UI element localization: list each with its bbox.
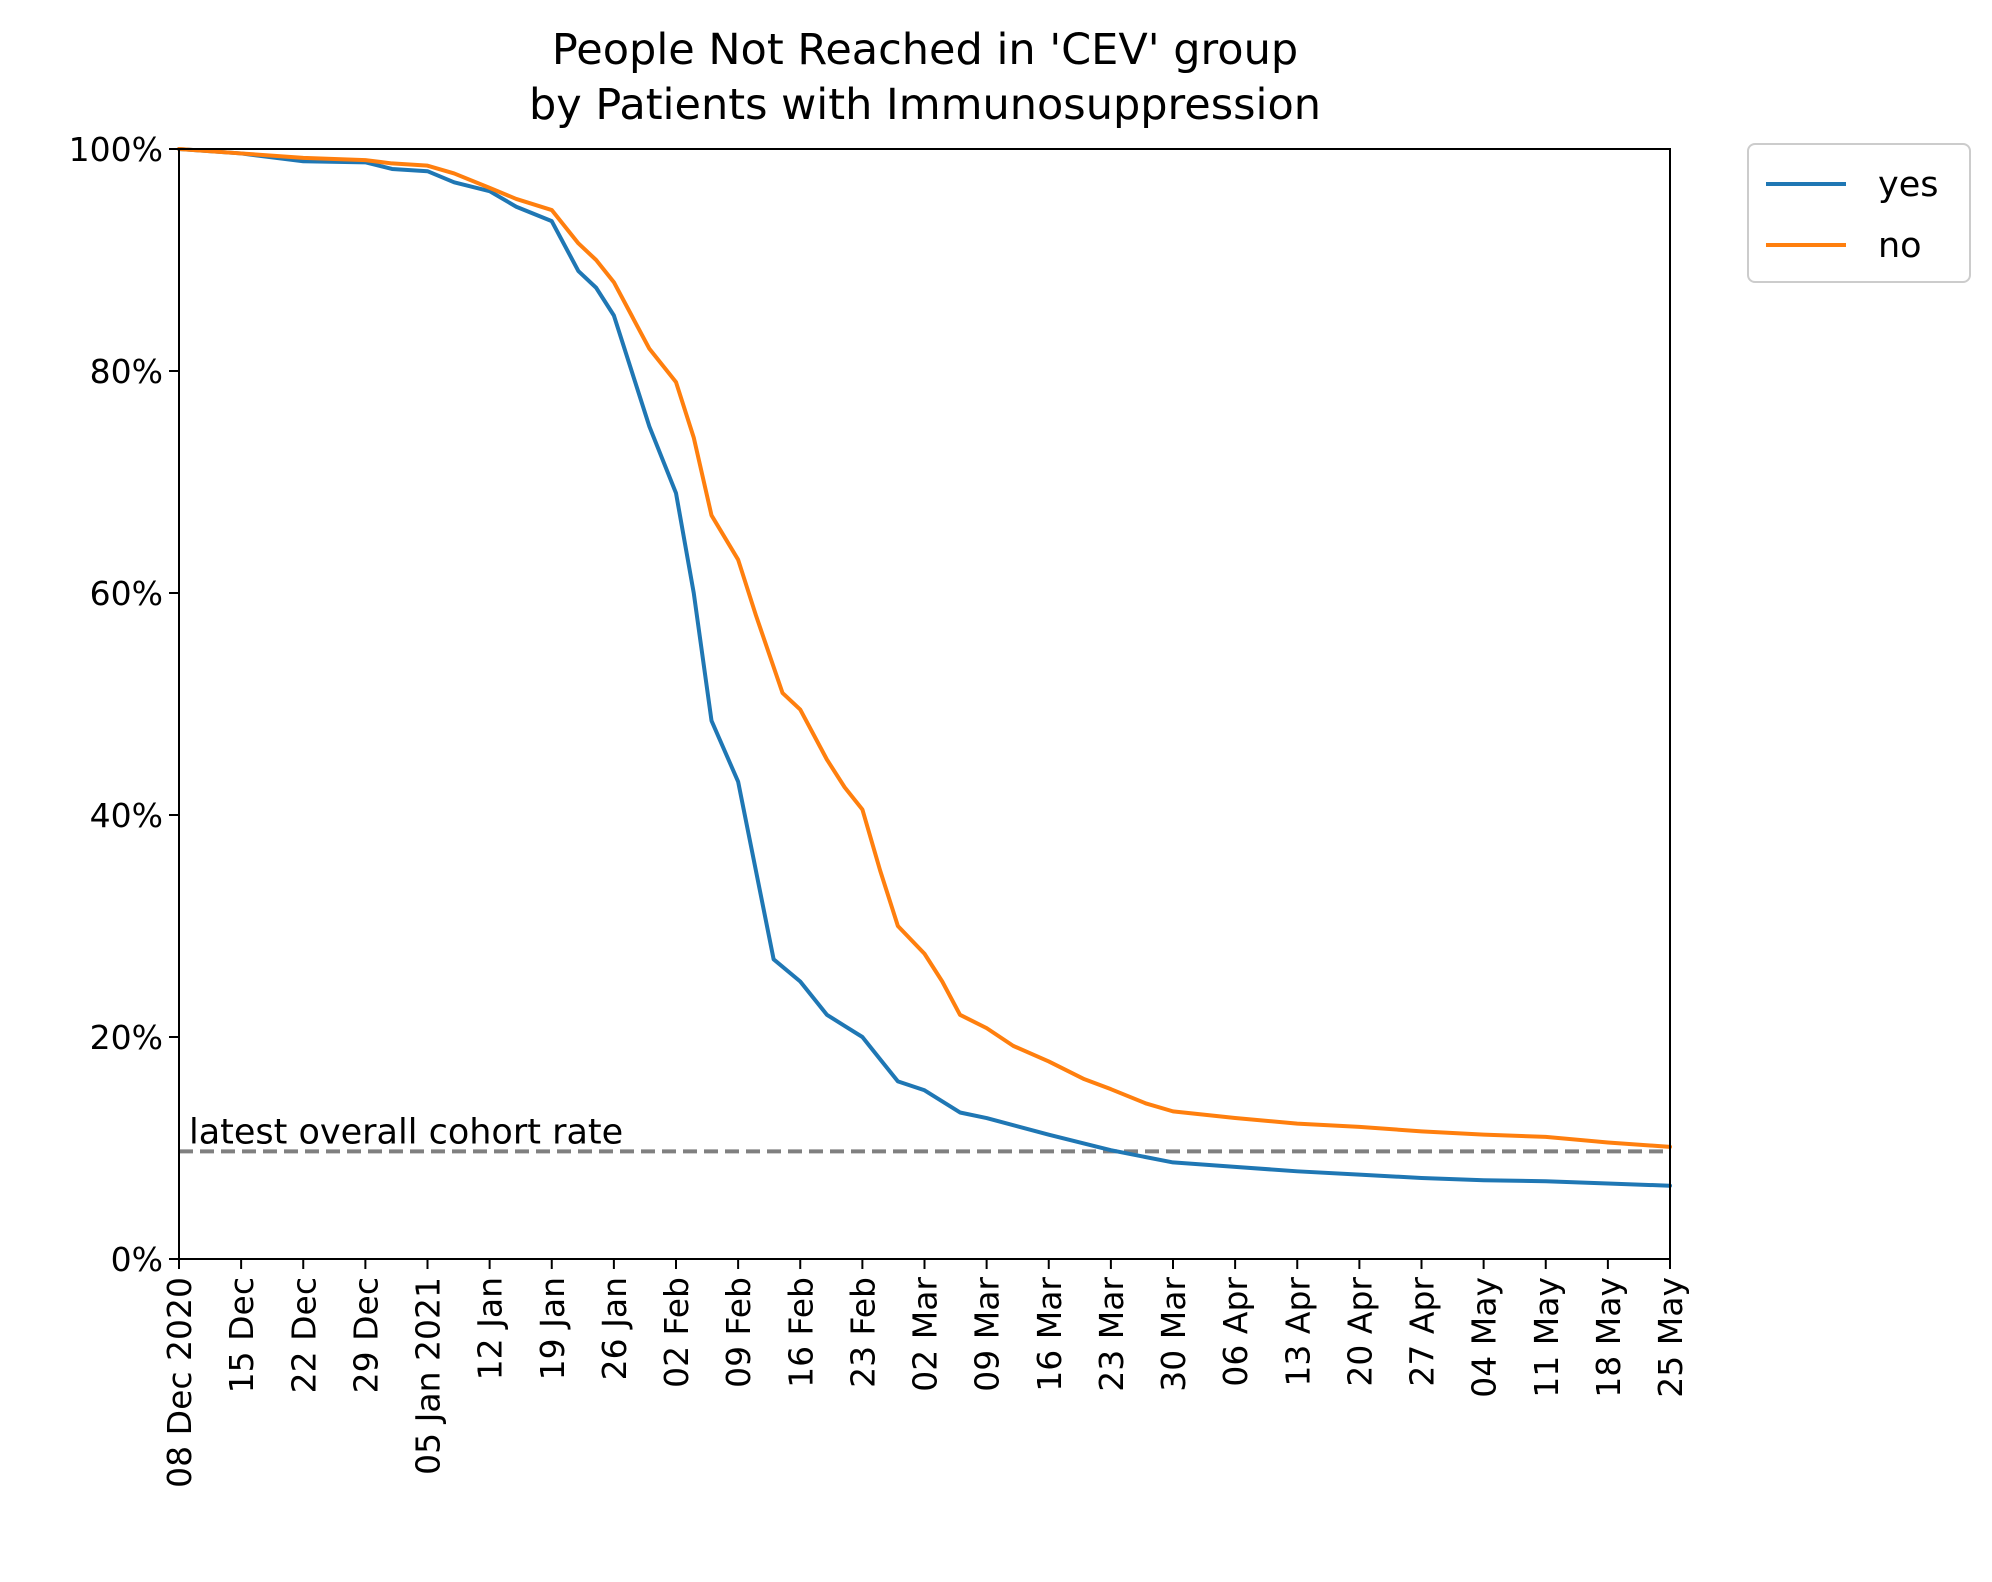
x-tick-label: 20 Apr	[1340, 1277, 1379, 1387]
x-tick-label: 12 Jan	[471, 1277, 510, 1380]
y-axis: 0% 20% 40% 60% 80% 100%	[69, 130, 179, 1279]
x-tick-label: 02 Feb	[657, 1277, 696, 1388]
y-tick-label: 60%	[90, 574, 163, 613]
x-tick-label: 16 Mar	[1030, 1277, 1069, 1392]
x-tick-label: 25 May	[1651, 1277, 1690, 1398]
x-tick-label: 27 Apr	[1403, 1277, 1442, 1387]
x-tick-label: 18 May	[1589, 1277, 1628, 1398]
x-tick-label: 11 May	[1527, 1277, 1566, 1398]
x-tick-label: 23 Mar	[1092, 1277, 1131, 1392]
y-tick-label: 80%	[90, 352, 163, 391]
x-tick-label: 13 Apr	[1278, 1277, 1317, 1387]
series-line-yes	[177, 147, 1672, 1188]
legend-box	[1747, 143, 1971, 283]
x-tick-label: 05 Jan 2021	[409, 1277, 448, 1475]
x-tick-label: 26 Jan	[595, 1277, 634, 1380]
y-tick-label: 20%	[90, 1018, 163, 1057]
series-group	[177, 147, 1672, 1188]
x-tick-label: 30 Mar	[1154, 1277, 1193, 1392]
chart-title: People Not Reached in 'CEV' group	[552, 25, 1298, 75]
reference-line-group: latest overall cohort rate	[179, 1112, 1670, 1154]
x-tick-label: 23 Feb	[843, 1277, 882, 1388]
x-tick-label: 02 Mar	[906, 1277, 945, 1392]
y-tick-label: 40%	[90, 796, 163, 835]
x-tick-label: 09 Mar	[968, 1277, 1007, 1392]
x-tick-label: 15 Dec	[222, 1277, 261, 1393]
x-tick-label: 22 Dec	[284, 1277, 323, 1393]
x-tick-label: 19 Jan	[533, 1277, 572, 1380]
x-tick-label: 08 Dec 2020	[160, 1277, 199, 1488]
legend: yes no	[1747, 143, 1971, 283]
legend-label-no: no	[1878, 226, 1922, 266]
y-tick-label: 0%	[111, 1240, 163, 1279]
series-line-no	[177, 147, 1672, 1149]
y-tick-label: 100%	[69, 130, 163, 169]
x-tick-label: 04 May	[1465, 1277, 1504, 1398]
x-tick-label: 09 Feb	[719, 1277, 758, 1388]
chart-subtitle: by Patients with Immunosuppression	[529, 80, 1321, 130]
x-axis: 08 Dec 2020 15 Dec 22 Dec 29 Dec 05 Jan 2021…	[160, 1259, 1690, 1488]
legend-label-yes: yes	[1878, 165, 1938, 205]
x-tick-label: 29 Dec	[346, 1277, 385, 1393]
chart-title-group: People Not Reached in 'CEV' group by Pat…	[529, 25, 1321, 130]
reference-line-label: latest overall cohort rate	[189, 1112, 623, 1152]
x-tick-label: 06 Apr	[1216, 1277, 1255, 1387]
x-tick-label: 16 Feb	[781, 1277, 820, 1388]
